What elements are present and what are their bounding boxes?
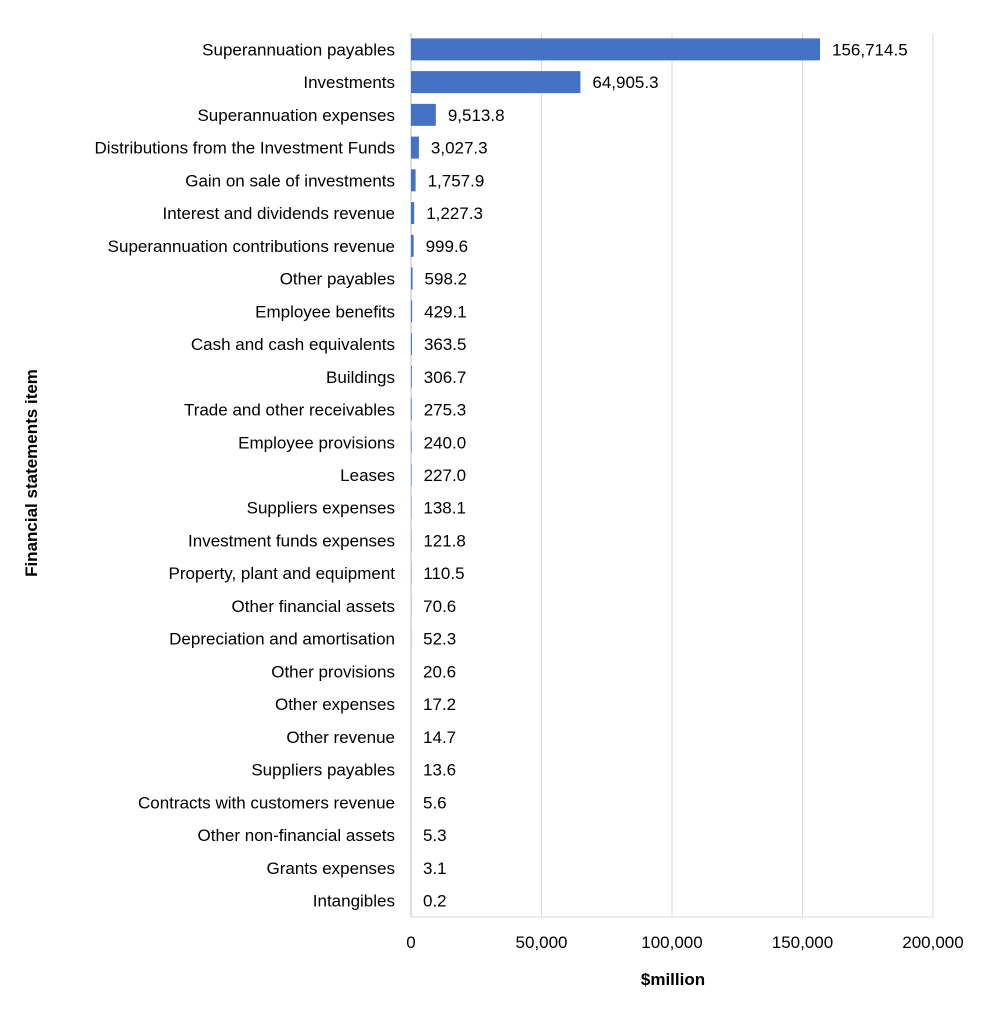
bar — [411, 398, 412, 421]
category-label: Leases — [340, 466, 395, 485]
category-label: Superannuation payables — [202, 40, 395, 59]
x-axis-title: $million — [641, 970, 705, 989]
category-label: Investment funds expenses — [188, 531, 395, 550]
category-label: Intangibles — [313, 892, 395, 911]
value-label: 1,227.3 — [426, 204, 483, 223]
category-label: Other payables — [280, 270, 395, 289]
category-label: Trade and other receivables — [184, 401, 395, 420]
category-label: Investments — [303, 73, 395, 92]
value-label: 3.1 — [423, 859, 447, 878]
category-label: Suppliers expenses — [247, 499, 395, 518]
value-label: 429.1 — [424, 302, 467, 321]
x-tick-label: 0 — [406, 933, 415, 952]
value-label: 306.7 — [424, 368, 467, 387]
category-label: Other non-financial assets — [198, 826, 396, 845]
value-label: 227.0 — [424, 466, 467, 485]
value-labels: 156,714.5 64,905.3 9,513.8 3,027.3 1,757.9 1,… — [423, 40, 908, 910]
bar — [411, 38, 821, 61]
y-axis-title: Financial statements item — [22, 369, 41, 577]
bar — [411, 464, 412, 486]
bar — [411, 234, 414, 257]
category-label: Employee benefits — [255, 302, 395, 321]
value-label: 138.1 — [423, 499, 466, 518]
bar — [411, 267, 413, 290]
category-label: Depreciation and amortisation — [169, 630, 395, 649]
x-tick-label: 50,000 — [516, 933, 568, 952]
value-label: 275.3 — [424, 401, 467, 420]
category-label: Other financial assets — [232, 597, 395, 616]
value-label: 121.8 — [423, 531, 466, 550]
category-label: Buildings — [326, 368, 395, 387]
x-tick-label: 200,000 — [902, 933, 963, 952]
bar — [411, 333, 412, 356]
bar — [411, 431, 412, 454]
value-label: 17.2 — [423, 695, 456, 714]
value-label: 13.6 — [423, 761, 456, 780]
category-labels: Superannuation payables Investments Supera… — [95, 40, 396, 910]
value-label: 598.2 — [425, 270, 468, 289]
category-label: Superannuation expenses — [197, 106, 395, 125]
value-label: 0.2 — [423, 892, 447, 911]
bar — [411, 202, 415, 225]
category-label: Interest and dividends revenue — [163, 204, 396, 223]
x-tick-label: 100,000 — [641, 933, 702, 952]
bar — [411, 169, 416, 192]
value-label: 240.0 — [424, 433, 467, 452]
value-label: 20.6 — [423, 662, 456, 681]
bar — [411, 103, 436, 126]
category-label: Other revenue — [286, 728, 395, 747]
x-tick-label: 150,000 — [772, 933, 833, 952]
category-label: Superannuation contributions revenue — [108, 237, 395, 256]
value-label: 5.6 — [423, 793, 447, 812]
category-label: Suppliers payables — [251, 761, 395, 780]
category-label: Other provisions — [271, 662, 395, 681]
category-label: Contracts with customers revenue — [138, 793, 395, 812]
value-label: 64,905.3 — [592, 73, 658, 92]
value-label: 14.7 — [423, 728, 456, 747]
value-label: 5.3 — [423, 826, 447, 845]
value-label: 110.5 — [423, 564, 464, 583]
value-label: 9,513.8 — [448, 106, 505, 125]
category-label: Cash and cash equivalents — [191, 335, 395, 354]
value-label: 3,027.3 — [431, 139, 488, 158]
category-label: Grants expenses — [266, 859, 395, 878]
category-label: Employee provisions — [238, 433, 395, 452]
value-label: 999.6 — [426, 237, 469, 256]
value-label: 52.3 — [423, 630, 456, 649]
value-label: 1,757.9 — [428, 171, 485, 190]
bars — [411, 38, 821, 912]
x-tick-labels: 0 50,000 100,000 150,000 200,000 — [406, 933, 963, 952]
category-label: Property, plant and equipment — [169, 564, 396, 583]
bar — [411, 365, 412, 388]
category-label: Distributions from the Investment Funds — [95, 139, 395, 158]
bar — [411, 71, 581, 94]
value-label: 70.6 — [423, 597, 456, 616]
category-label: Gain on sale of investments — [185, 171, 395, 190]
bar — [411, 136, 419, 159]
value-label: 363.5 — [424, 335, 467, 354]
category-label: Other expenses — [275, 695, 395, 714]
value-label: 156,714.5 — [832, 40, 908, 59]
bar — [411, 300, 413, 323]
gridlines — [410, 33, 934, 918]
